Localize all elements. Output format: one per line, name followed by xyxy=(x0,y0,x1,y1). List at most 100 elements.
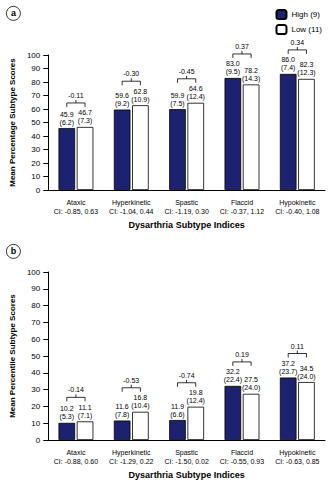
svg-text:Dysarthria Subtype Indices: Dysarthria Subtype Indices xyxy=(129,220,245,230)
svg-text:100: 100 xyxy=(27,268,41,277)
svg-text:b: b xyxy=(11,246,17,256)
svg-text:CI: -0.55, 0.93: CI: -0.55, 0.93 xyxy=(220,458,264,465)
svg-text:10: 10 xyxy=(31,419,40,428)
svg-text:a: a xyxy=(11,8,17,18)
svg-text:Flaccid: Flaccid xyxy=(231,199,253,206)
svg-text:62.8: 62.8 xyxy=(134,88,148,95)
svg-text:37.2: 37.2 xyxy=(281,360,295,367)
svg-text:59.6: 59.6 xyxy=(115,92,129,99)
svg-text:20: 20 xyxy=(31,402,40,411)
svg-text:80: 80 xyxy=(31,301,40,310)
svg-text:(24.0): (24.0) xyxy=(242,384,260,392)
svg-text:CI: -1.29, 0.22: CI: -1.29, 0.22 xyxy=(109,458,153,465)
svg-text:Hyperkinetic: Hyperkinetic xyxy=(112,199,151,207)
svg-text:100: 100 xyxy=(27,51,41,60)
svg-text:45.9: 45.9 xyxy=(60,111,74,118)
svg-text:78.2: 78.2 xyxy=(244,67,258,74)
svg-text:Dysarthria Subtype Indices: Dysarthria Subtype Indices xyxy=(129,470,245,480)
svg-text:11.6: 11.6 xyxy=(116,403,129,410)
svg-text:0: 0 xyxy=(36,186,41,195)
svg-text:Flaccid: Flaccid xyxy=(231,449,253,456)
svg-text:Hyperkinetic: Hyperkinetic xyxy=(112,449,151,457)
svg-text:19.8: 19.8 xyxy=(189,389,203,396)
svg-text:CI: -0.40, 1.08: CI: -0.40, 1.08 xyxy=(275,208,319,215)
svg-text:(24.0): (24.0) xyxy=(297,373,315,381)
svg-text:(6.6): (6.6) xyxy=(170,411,184,419)
svg-text:-0.53: -0.53 xyxy=(123,377,139,384)
svg-text:CI: -0.63, 0.85: CI: -0.63, 0.85 xyxy=(275,458,319,465)
svg-text:0.34: 0.34 xyxy=(291,39,305,46)
svg-text:0.19: 0.19 xyxy=(235,351,249,358)
svg-text:60: 60 xyxy=(31,105,40,114)
svg-text:CI: -1.04, 0.44: CI: -1.04, 0.44 xyxy=(109,208,153,215)
svg-text:Mean Percentage Subtype Scores: Mean Percentage Subtype Scores xyxy=(8,58,17,187)
svg-text:40: 40 xyxy=(31,368,40,377)
svg-text:86.0: 86.0 xyxy=(281,56,295,63)
svg-text:Ataxic: Ataxic xyxy=(66,199,86,206)
svg-text:27.5: 27.5 xyxy=(244,376,258,383)
svg-text:30: 30 xyxy=(31,385,40,394)
svg-text:46.7: 46.7 xyxy=(78,109,92,116)
svg-text:Ataxic: Ataxic xyxy=(66,449,86,456)
svg-text:64.6: 64.6 xyxy=(189,85,203,92)
svg-text:(7.3): (7.3) xyxy=(78,117,92,125)
svg-text:Hypokinetic: Hypokinetic xyxy=(279,199,316,207)
svg-text:Spastic: Spastic xyxy=(175,449,198,457)
svg-text:0.37: 0.37 xyxy=(235,43,249,50)
svg-text:CI: -0.85, 0.63: CI: -0.85, 0.63 xyxy=(54,208,98,215)
svg-text:-0.11: -0.11 xyxy=(68,92,84,99)
svg-text:Mean Percentile Subtype Scores: Mean Percentile Subtype Scores xyxy=(8,294,17,418)
svg-text:-0.14: -0.14 xyxy=(68,386,84,393)
svg-text:0.11: 0.11 xyxy=(291,343,304,350)
svg-text:10.2: 10.2 xyxy=(60,405,74,412)
svg-text:(9.2): (9.2) xyxy=(115,100,129,108)
svg-text:70: 70 xyxy=(31,91,40,100)
svg-text:(7.1): (7.1) xyxy=(78,412,92,420)
svg-text:82.3: 82.3 xyxy=(300,61,314,68)
svg-text:70: 70 xyxy=(31,318,40,327)
svg-text:(7.5): (7.5) xyxy=(170,100,184,108)
svg-text:50: 50 xyxy=(31,118,40,127)
svg-text:90: 90 xyxy=(31,64,40,73)
svg-text:Hypokinetic: Hypokinetic xyxy=(279,449,316,457)
svg-text:CI: -1.19, 0.30: CI: -1.19, 0.30 xyxy=(164,208,208,215)
svg-text:(10.4): (10.4) xyxy=(131,402,149,410)
svg-text:34.5: 34.5 xyxy=(300,365,314,372)
svg-text:10: 10 xyxy=(31,172,40,181)
svg-text:60: 60 xyxy=(31,335,40,344)
svg-text:40: 40 xyxy=(31,132,40,141)
svg-text:11.1: 11.1 xyxy=(79,404,92,411)
svg-text:(7.4): (7.4) xyxy=(281,64,295,72)
svg-text:(5.3): (5.3) xyxy=(60,413,74,421)
svg-text:(14.3): (14.3) xyxy=(242,75,260,83)
svg-text:83.0: 83.0 xyxy=(226,60,240,67)
svg-text:-0.74: -0.74 xyxy=(179,372,195,379)
svg-text:0: 0 xyxy=(36,436,41,445)
svg-text:Spastic: Spastic xyxy=(175,199,198,207)
svg-text:80: 80 xyxy=(31,78,40,87)
svg-text:59.9: 59.9 xyxy=(171,92,185,99)
svg-text:(12.4): (12.4) xyxy=(187,93,205,101)
svg-text:32.2: 32.2 xyxy=(226,368,240,375)
svg-text:(23.7): (23.7) xyxy=(279,368,297,376)
svg-text:(22.4): (22.4) xyxy=(224,376,242,384)
svg-text:(7.8): (7.8) xyxy=(115,411,129,419)
svg-text:(12.4): (12.4) xyxy=(187,397,205,405)
svg-text:16.8: 16.8 xyxy=(134,394,148,401)
svg-text:(9.5): (9.5) xyxy=(226,68,240,76)
svg-text:(10.9): (10.9) xyxy=(131,96,149,104)
svg-text:20: 20 xyxy=(31,159,40,168)
svg-text:-0.30: -0.30 xyxy=(123,70,139,77)
svg-text:(12.3): (12.3) xyxy=(297,69,315,77)
svg-text:30: 30 xyxy=(31,145,40,154)
svg-text:-0.45: -0.45 xyxy=(179,68,195,75)
svg-text:CI: -0.37, 1.12: CI: -0.37, 1.12 xyxy=(220,208,264,215)
svg-text:CI: -1.50, 0.02: CI: -1.50, 0.02 xyxy=(164,458,208,465)
svg-text:Low (11): Low (11) xyxy=(291,25,322,34)
svg-text:50: 50 xyxy=(31,352,40,361)
svg-text:CI: -0.88, 0.60: CI: -0.88, 0.60 xyxy=(54,458,98,465)
svg-text:High (9): High (9) xyxy=(291,10,320,19)
svg-text:11.9: 11.9 xyxy=(171,403,184,410)
svg-text:90: 90 xyxy=(31,284,40,293)
svg-text:(6.2): (6.2) xyxy=(60,119,74,127)
